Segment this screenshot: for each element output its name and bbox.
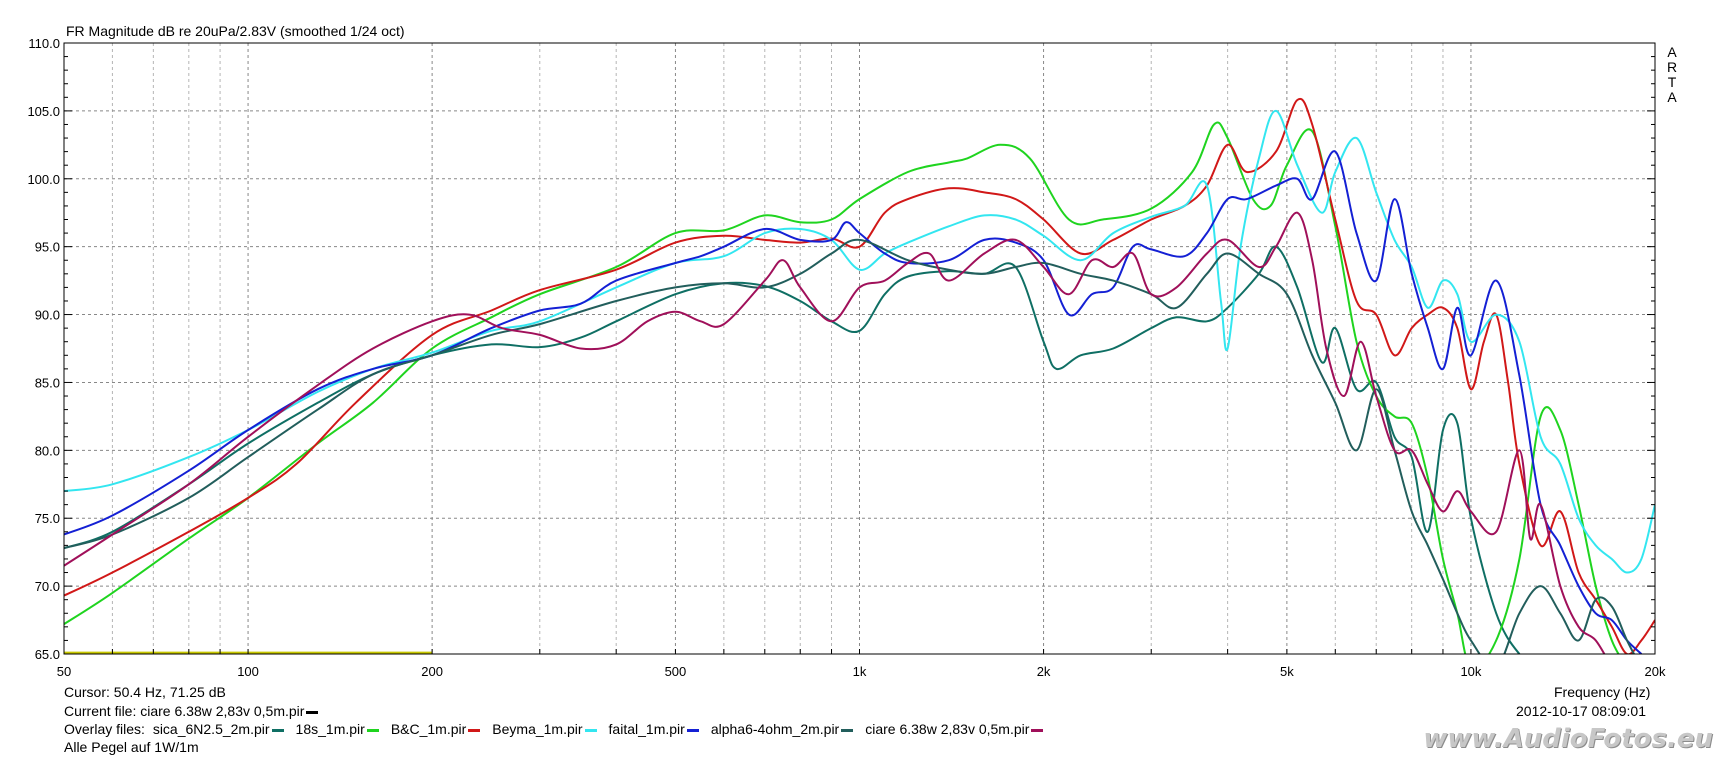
- legend-label: sica_6N2.5_2m.pir: [152, 721, 270, 737]
- side-label-letter: R: [1667, 59, 1677, 75]
- watermark-logo: www.AudioFotos.eu: [1423, 724, 1713, 754]
- legend-swatch: [1031, 728, 1044, 732]
- legend-swatch: [468, 728, 481, 732]
- x-tick-label: 5k: [1280, 664, 1294, 679]
- side-label-letter: T: [1668, 74, 1677, 90]
- legend-swatch: [271, 728, 284, 732]
- legend-item: B&C_1m.pir: [391, 721, 486, 737]
- x-tick-label: 500: [665, 664, 687, 679]
- side-label-letter: A: [1667, 44, 1677, 60]
- grid: [64, 43, 1655, 654]
- y-tick-label: 65.0: [35, 647, 60, 662]
- y-tick-label: 105.0: [27, 104, 60, 119]
- legend-item: 18s_1m.pir: [296, 721, 385, 737]
- x-tick-label: 50: [57, 664, 71, 679]
- y-tick-label: 70.0: [35, 579, 60, 594]
- y-tick-label: 90.0: [35, 308, 60, 323]
- legend-item: sica_6N2.5_2m.pir: [153, 721, 290, 737]
- axis-ticks: 65.0 70.0 75.0 80.0 85.0 90.0 95.0 100.0 105.0 11…: [27, 36, 1666, 679]
- y-tick-label: 80.0: [35, 443, 60, 458]
- x-tick-label: 1k: [853, 664, 867, 679]
- y-tick-label: 75.0: [35, 511, 60, 526]
- series-line-18s_1m.pir: [64, 121, 1620, 654]
- series-line-alpha6-4ohm_2m.pir: [64, 238, 1636, 654]
- x-tick-label: 10k: [1460, 664, 1481, 679]
- legend-swatch: [584, 728, 597, 732]
- chart-title: FR Magnitude dB re 20uPa/2.83V (smoothed…: [66, 23, 405, 39]
- level-note: Alle Pegel auf 1W/1m: [64, 739, 199, 755]
- current-file-label: Current file: ciare 6.38w 2,83v 0,5m.pir: [64, 703, 305, 719]
- cursor-readout: Cursor: 50.4 Hz, 71.25 dB: [64, 684, 226, 700]
- series-line-sica_6N2.5_2m.pir: [64, 245, 1521, 654]
- side-label-letter: A: [1667, 89, 1677, 105]
- legend-label: B&C_1m.pir: [390, 721, 467, 737]
- legend-label: Beyma_1m.pir: [492, 721, 583, 737]
- legend-item: ciare 6.38w 2,83v 0,5m.pir: [865, 721, 1049, 737]
- legend-label: 18s_1m.pir: [295, 721, 365, 737]
- x-tick-label: 100: [237, 664, 259, 679]
- y-tick-label: 100.0: [27, 172, 60, 187]
- legend-label: alpha6-4ohm_2m.pir: [710, 721, 840, 737]
- x-tick-label: 200: [421, 664, 443, 679]
- legend-swatch: [366, 728, 379, 732]
- legend-label: faital_1m.pir: [608, 721, 685, 737]
- series-layer: [64, 97, 1655, 654]
- legend-swatch: [841, 728, 854, 732]
- x-tick-label: 2k: [1037, 664, 1051, 679]
- series-line-ciare 6.38w 2,83v 0,5m.pir: [64, 211, 1606, 654]
- y-tick-label: 85.0: [35, 375, 60, 390]
- legend-item: alpha6-4ohm_2m.pir: [711, 721, 859, 737]
- current-file-line: Current file: ciare 6.38w 2,83v 0,5m.pir: [64, 703, 324, 719]
- overlay-files-line: Overlay files: sica_6N2.5_2m.pir 18s_1m.p…: [64, 721, 1055, 737]
- legend-swatch: [686, 728, 699, 732]
- legend-item: Beyma_1m.pir: [492, 721, 602, 737]
- legend-label: ciare 6.38w 2,83v 0,5m.pir: [865, 721, 1030, 737]
- legend-item: faital_1m.pir: [609, 721, 705, 737]
- series-line-faital_1m.pir: [64, 150, 1643, 654]
- y-tick-label: 95.0: [35, 240, 60, 255]
- overlay-files-label: Overlay files:: [64, 721, 145, 737]
- series-line-Beyma_1m.pir: [64, 109, 1655, 574]
- current-file-swatch: [306, 710, 319, 714]
- y-tick-label: 110.0: [28, 36, 60, 51]
- timestamp: 2012-10-17 08:09:01: [1516, 703, 1646, 719]
- x-axis-label: Frequency (Hz): [1554, 684, 1651, 700]
- x-tick-label: 20k: [1645, 664, 1666, 679]
